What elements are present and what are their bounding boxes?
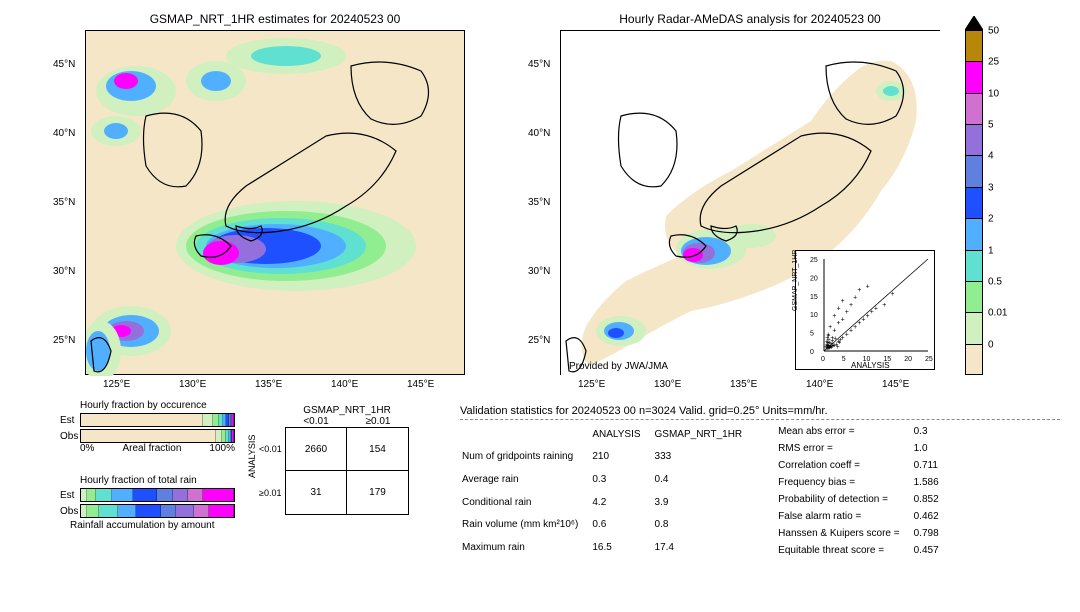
left-map-svg <box>86 31 466 376</box>
svg-text:20: 20 <box>810 275 818 282</box>
cont-10: 31 <box>285 471 347 515</box>
svg-text:10: 10 <box>810 312 818 319</box>
svg-text:+: + <box>849 302 853 309</box>
svg-text:+: + <box>866 283 870 290</box>
cont-00: 2660 <box>285 427 347 471</box>
fraction-rain: Hourly fraction of total rain EstObs Rai… <box>60 475 235 531</box>
svg-text:+: + <box>832 313 836 320</box>
svg-text:+: + <box>828 324 832 331</box>
validation-stats: Validation statistics for 20240523 00 n=… <box>460 405 1060 560</box>
provider-text: Provided by JWA/JMA <box>569 361 668 372</box>
cont-col0: <0.01 <box>285 416 347 427</box>
svg-text:+: + <box>841 298 845 305</box>
validation-title: Validation statistics for 20240523 00 n=… <box>460 405 1060 417</box>
svg-text:+: + <box>836 344 840 351</box>
right-map: Provided by JWA/JMA ++++++++++++++++++++… <box>560 30 940 375</box>
svg-text:+: + <box>845 309 849 316</box>
svg-text:0: 0 <box>821 356 825 363</box>
colorbar-top-triangle <box>965 16 983 30</box>
cont-row0: <0.01 <box>259 427 285 471</box>
svg-text:+: + <box>857 287 861 294</box>
cont-col1: ≥0.01 <box>347 416 409 427</box>
val-col-a: ANALYSIS <box>592 424 652 444</box>
figure-container: GSMAP_NRT_1HR estimates for 20240523 00 … <box>0 0 1080 612</box>
svg-text:5: 5 <box>810 331 814 338</box>
svg-text:0: 0 <box>810 349 814 356</box>
svg-text:15: 15 <box>810 294 818 301</box>
cont-col-header: GSMAP_NRT_1HR <box>285 405 409 416</box>
frac-occ-xlabel: Areal fraction <box>122 443 181 454</box>
validation-table: ANALYSIS GSMAP_NRT_1HR Num of gridpoints… <box>460 422 756 560</box>
val-col-b: GSMAP_NRT_1HR <box>655 424 755 444</box>
cont-11: 179 <box>347 471 409 515</box>
colorbar: 502510543210.50.010 <box>965 30 983 375</box>
svg-text:+: + <box>841 317 845 324</box>
svg-text:+: + <box>832 328 836 335</box>
right-map-title: Hourly Radar-AMeDAS analysis for 2024052… <box>560 12 940 26</box>
svg-text:+: + <box>882 302 886 309</box>
scatter-plot: ++++++++++++++++++++++++++++++++++++++++… <box>795 250 935 370</box>
svg-text:+: + <box>836 306 840 313</box>
svg-text:+: + <box>825 335 829 342</box>
scatter-xlabel: ANALYSIS <box>851 361 890 370</box>
contingency-table: GSMAP_NRT_1HR <0.01 ≥0.01 ANALYSIS <0.01… <box>245 405 409 515</box>
scatter-svg: ++++++++++++++++++++++++++++++++++++++++… <box>796 251 936 371</box>
cont-row-header: ANALYSIS <box>247 464 257 478</box>
svg-text:+: + <box>839 337 843 344</box>
svg-text:+: + <box>831 343 835 350</box>
scatter-ylabel: GSMAP_NRT_1HR <box>792 250 799 311</box>
svg-text:+: + <box>853 294 857 301</box>
frac-occ-x0: 0% <box>80 443 94 454</box>
cont-row1: ≥0.01 <box>259 471 285 515</box>
fraction-occ-title: Hourly fraction by occurence <box>80 400 235 411</box>
validation-metrics: Mean abs error =0.3RMS error =1.0Correla… <box>776 422 952 560</box>
svg-text:25: 25 <box>810 257 818 264</box>
cont-01: 154 <box>347 427 409 471</box>
svg-text:20: 20 <box>904 356 912 363</box>
svg-text:25: 25 <box>925 356 933 363</box>
left-map <box>85 30 465 375</box>
svg-text:+: + <box>874 306 878 313</box>
fraction-rain-title: Hourly fraction of total rain <box>80 475 235 486</box>
fraction-rain-footer: Rainfall accumulation by amount <box>70 520 235 531</box>
svg-text:+: + <box>891 291 895 298</box>
fraction-occurrence: Hourly fraction by occurence EstObs 0% A… <box>60 400 235 454</box>
frac-occ-x1: 100% <box>209 443 235 454</box>
left-map-title: GSMAP_NRT_1HR estimates for 20240523 00 <box>85 12 465 26</box>
svg-text:5: 5 <box>842 356 846 363</box>
